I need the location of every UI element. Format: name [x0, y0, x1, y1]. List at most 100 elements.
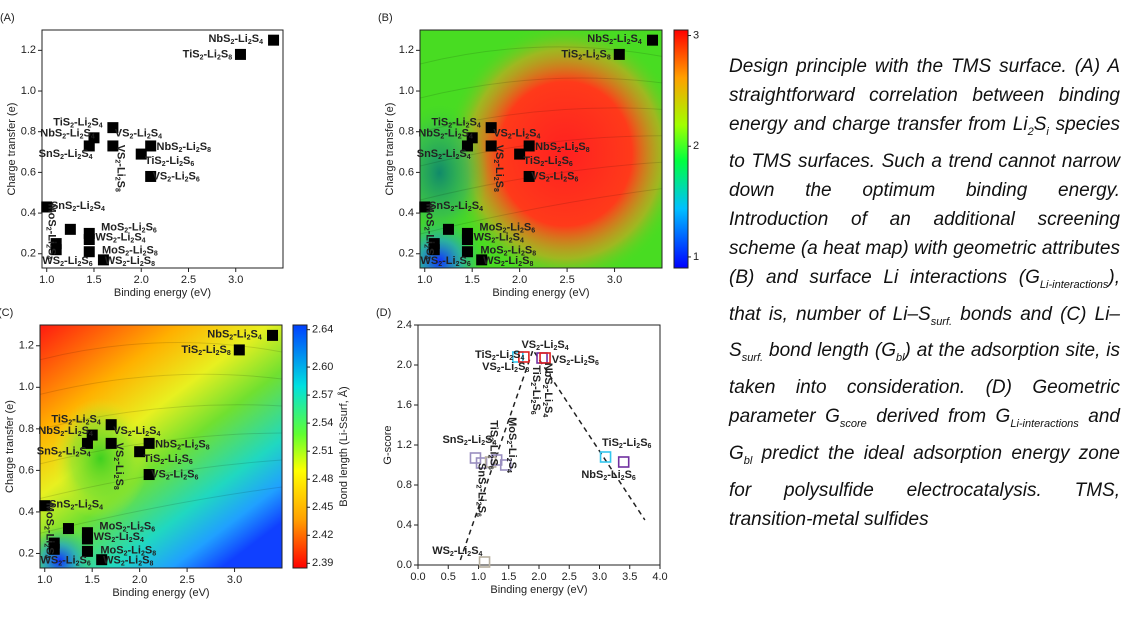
point-label: WS2-Li2S6 — [420, 255, 470, 268]
colorbar — [673, 29, 689, 269]
colorbar-tick-label: 1 — [693, 251, 699, 263]
point — [39, 500, 51, 512]
colorbar-label: Bond length (Li-Ssurf, Å) — [337, 386, 350, 506]
y-tick-label: 0.8 — [399, 126, 414, 138]
point-label: MoS2-Li2S4 — [43, 503, 56, 559]
caption-text: derived from G — [866, 406, 1011, 428]
point — [461, 140, 473, 152]
point-label: SnS2-Li2S4 — [49, 499, 103, 512]
y-tick-label: 0.6 — [19, 464, 34, 476]
point-label: NbS2-Li2S8 — [155, 438, 210, 451]
point-label: NbS2-Li2S4 — [38, 425, 93, 438]
point — [83, 227, 95, 239]
point — [478, 556, 491, 568]
y-tick-label: 1.0 — [19, 381, 34, 393]
point-label: NbS2-Li2S4 — [40, 128, 95, 141]
point-label: MoS2-Li2S6 — [99, 520, 155, 533]
point — [81, 533, 93, 545]
y-tick-label: 1.0 — [399, 85, 414, 97]
point — [105, 437, 117, 449]
point — [48, 543, 60, 555]
panel-label: (D) — [376, 307, 391, 319]
contour — [40, 342, 282, 361]
point-label: NbS2-Li2S4 — [207, 328, 262, 341]
y-tick-label: 0.2 — [19, 547, 34, 559]
point — [135, 148, 147, 160]
point — [523, 170, 535, 182]
point-label: TiS2-Li2S4 — [51, 413, 101, 426]
caption-text: species to TMS surfaces. Such a trend ca… — [729, 114, 1120, 288]
point — [539, 352, 551, 364]
point-label: VS2-Li2S6 — [153, 170, 200, 183]
point — [485, 140, 497, 152]
point — [599, 451, 612, 463]
x-tick-label: 0.5 — [441, 571, 456, 583]
point-label: WS2-Li2S8 — [103, 555, 153, 568]
caption-text: S — [1033, 114, 1047, 135]
point — [50, 244, 62, 256]
heatmap — [420, 30, 662, 268]
colorbar-tick-label: 2.51 — [312, 445, 333, 457]
y-axis-label: Charge transfer (e) — [4, 400, 16, 493]
point-label: VS2-Li2S4 — [115, 128, 162, 141]
point — [48, 537, 60, 549]
point — [461, 227, 473, 239]
point-label: NbS2-Li2S4 — [541, 363, 554, 418]
point — [485, 122, 497, 134]
colorbar-tick-label: 2.54 — [312, 417, 333, 429]
trend-line — [459, 348, 646, 561]
point — [88, 132, 100, 144]
caption-text: ) at the adsorption site, is taken into … — [729, 340, 1120, 428]
point-label: TiS2-Li2S4 — [53, 116, 103, 129]
heatmap-region — [52, 397, 149, 520]
point — [484, 456, 497, 468]
point-label: TiS2-Li2S6 — [143, 453, 193, 466]
point-label: WS2-Li2S6 — [40, 555, 90, 568]
y-tick-label: 1.6 — [397, 399, 412, 411]
point — [442, 223, 454, 235]
y-tick-label: 0.8 — [19, 423, 34, 435]
x-tick-label: 2.5 — [181, 274, 196, 286]
point-label: WS2-Li2S6 — [42, 255, 92, 268]
plot-frame — [41, 29, 284, 269]
colorbar-tick-label: 2.39 — [312, 557, 333, 569]
point — [145, 170, 157, 182]
caption-subscript: bl — [895, 352, 905, 365]
point-label: VS2-Li2S4 — [521, 339, 568, 352]
colorbar — [292, 324, 308, 569]
y-tick-label: 0.6 — [21, 166, 36, 178]
point-label: WS2-Li2S4 — [474, 231, 524, 244]
x-tick-label: 1.5 — [501, 571, 516, 583]
y-tick-label: 1.2 — [21, 44, 36, 56]
point — [107, 122, 119, 134]
x-tick-label: 1.0 — [39, 274, 54, 286]
colorbar-tick-label: 2.42 — [312, 529, 333, 541]
point-label: VS2-Li2S4 — [113, 425, 160, 438]
point — [86, 429, 98, 441]
caption-text: predict the ideal adsorption energy zone… — [729, 442, 1120, 530]
point-label: VS2-Li2S4 — [493, 128, 540, 141]
point — [41, 201, 53, 213]
y-tick-label: 1.0 — [21, 85, 36, 97]
y-tick-label: 0.8 — [21, 126, 36, 138]
plot-frame — [39, 324, 283, 569]
point — [466, 132, 478, 144]
point-label: WS2-Li2S8 — [483, 255, 533, 268]
point — [523, 140, 535, 152]
point-label: MoS2-Li2S8 — [100, 544, 156, 557]
point — [81, 437, 93, 449]
y-tick-label: 0.2 — [399, 248, 414, 260]
y-tick-label: 0.0 — [397, 559, 412, 571]
x-tick-label: 1.5 — [465, 274, 480, 286]
point — [81, 527, 93, 539]
x-axis-label: Binding energy (eV) — [114, 287, 211, 299]
caption-text: bonds and (C) Li–S — [729, 303, 1120, 362]
point-label: TiS2-Li2S6 — [529, 365, 542, 415]
point — [461, 246, 473, 258]
colorbar-tick-label: 2 — [693, 140, 699, 152]
point — [512, 351, 524, 363]
y-tick-label: 1.2 — [397, 439, 412, 451]
figure: (A) 1.0 1.5 2.0 2.5 3.0 0.2 0.4 0.6 0.8 1.0 1.2 Bind… — [0, 12, 699, 599]
point-label: TiS2-Li2S8 — [181, 344, 231, 357]
point-label: MoS2-Li2S4 — [45, 204, 58, 260]
